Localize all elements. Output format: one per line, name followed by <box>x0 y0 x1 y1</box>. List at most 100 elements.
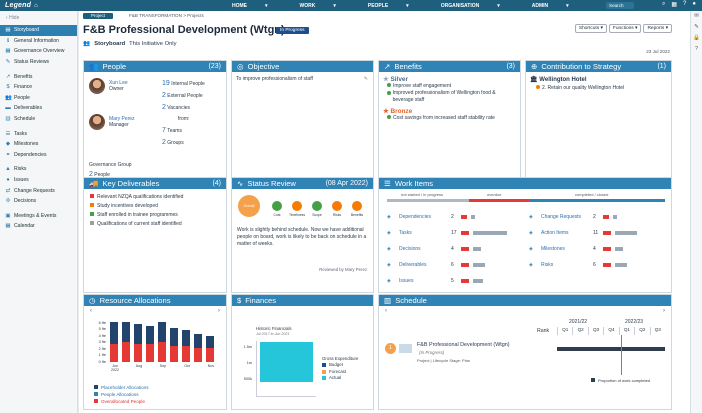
variance-circle[interactable] <box>332 200 342 211</box>
people-header[interactable]: 👥 People (23) <box>84 61 226 72</box>
search-icon[interactable]: ⌕ <box>661 1 666 7</box>
finances-header[interactable]: $ Finances <box>232 295 373 306</box>
shortcuts-button[interactable]: Shortcuts ▾ <box>574 24 607 33</box>
avatar[interactable] <box>89 113 105 130</box>
chevron-right-icon[interactable]: › <box>218 307 220 314</box>
contribution-header[interactable]: ⊕ Contribution to Strategy (1) <box>526 61 671 72</box>
edit-icon[interactable]: ✎ <box>694 24 699 30</box>
chevron-right-icon[interactable]: › <box>663 307 665 314</box>
owner-name-link[interactable]: Xun Lee <box>109 79 128 86</box>
variance-circle[interactable] <box>312 200 322 211</box>
deliverable-item[interactable]: Study incentives developed <box>90 202 222 211</box>
strategy-item[interactable]: 2. Retain our quality Wellington Hotel <box>542 84 625 91</box>
home-icon[interactable]: ⌂ <box>34 2 38 9</box>
benefits-header[interactable]: ↗ Benefits (3) <box>379 61 520 72</box>
sidebar-item-status-reviews[interactable]: ✎ Status Reviews <box>0 57 77 68</box>
stat-label[interactable]: Internal People <box>171 80 205 87</box>
status-review-header[interactable]: ∿ Status Review (08 Apr 2022) <box>232 178 373 189</box>
work-item-row[interactable]: ◈ Deliverables 6 <box>387 257 527 273</box>
resource-bar[interactable] <box>122 321 130 362</box>
nav-work[interactable]: WORK ▾ <box>284 0 352 11</box>
resource-bar[interactable] <box>206 322 214 362</box>
work-item-row[interactable]: ◈ Milestones 4 <box>529 241 669 257</box>
functions-button[interactable]: Functions ▾ <box>608 24 642 33</box>
user-icon[interactable]: ● <box>692 1 696 7</box>
search-input[interactable]: Search <box>606 2 634 9</box>
stat-label[interactable]: Teams <box>167 127 182 134</box>
resource-bar[interactable] <box>146 322 154 362</box>
nav-admin[interactable]: ADMIN ▾ <box>516 0 585 11</box>
work-item-label[interactable]: Action Items <box>541 229 569 236</box>
sidebar-item-dependencies[interactable]: ⚭ Dependencies <box>0 150 77 161</box>
work-item-label[interactable]: Decisions <box>399 245 421 252</box>
resource-bar[interactable] <box>170 322 178 362</box>
work-item-row[interactable]: ◈ Action Items 11 <box>529 225 669 241</box>
benefit-item[interactable]: Improve staff engagement <box>393 82 451 89</box>
avatar[interactable] <box>89 77 105 94</box>
sidebar-item-benefits[interactable]: ↗ Benefits <box>0 71 77 82</box>
chat-icon[interactable]: ✉ <box>694 13 699 19</box>
lock-icon[interactable]: 🔒 <box>693 35 700 41</box>
sidebar-item-people[interactable]: 👥 People <box>0 93 77 104</box>
help-circle-icon[interactable]: ? <box>694 46 699 52</box>
gantt-bar[interactable] <box>557 346 665 351</box>
schedule-item-title[interactable]: F&B Professional Development (Wtgn) <box>417 341 510 348</box>
app-logo[interactable]: Legend <box>5 2 32 9</box>
resource-bar[interactable] <box>182 322 190 362</box>
sidebar-item-risks[interactable]: ▲ Risks <box>0 164 77 175</box>
work-item-row[interactable]: ◈ Tasks 17 <box>387 225 527 241</box>
sidebar-item-change-requests[interactable]: ⇄ Change Requests <box>0 185 77 196</box>
resource-bar[interactable] <box>134 322 142 362</box>
hide-sidebar-button[interactable]: ‹ Hide <box>6 15 20 21</box>
resource-bar[interactable] <box>110 321 118 362</box>
scope-select[interactable]: This Initiative Only <box>129 41 177 47</box>
chevron-left-icon[interactable]: ‹ <box>385 307 387 314</box>
sidebar-item-schedule[interactable]: ▥ Schedule <box>0 114 77 125</box>
work-item-row[interactable]: ◈ Change Requests 2 <box>529 209 669 225</box>
work-item-label[interactable]: Dependencies <box>399 213 431 220</box>
overall-variance-circle[interactable]: Overall Variance <box>238 194 260 230</box>
benefit-item[interactable]: Cost savings from increased staff stabil… <box>393 114 495 121</box>
work-item-row[interactable]: ◈ Issues 5 <box>387 273 527 289</box>
edit-icon[interactable]: ✎ <box>363 75 368 82</box>
stat-label[interactable]: Groups <box>167 139 184 146</box>
manager-name-link[interactable]: Mary Perez <box>109 115 135 122</box>
sidebar-item-finance[interactable]: $ Finance <box>0 82 77 93</box>
benefit-item[interactable]: Improved professionalism of Wellington f… <box>392 89 496 103</box>
sidebar-item-storyboard[interactable]: ▤ Storyboard <box>0 25 77 36</box>
sidebar-item-deliverables[interactable]: ▬ Deliverables <box>0 103 77 114</box>
stat-label[interactable]: External People <box>167 92 203 99</box>
work-item-label[interactable]: Change Requests <box>541 213 582 220</box>
work-item-row[interactable]: ◈ Decisions 4 <box>387 241 527 257</box>
variance-circle[interactable] <box>352 200 362 211</box>
work-items-header[interactable]: ☰ Work Items <box>379 178 671 189</box>
stat-label[interactable]: People <box>94 171 110 178</box>
sidebar-item-calendar[interactable]: ▦ Calendar <box>0 221 77 232</box>
sidebar-item-issues[interactable]: ● Issues <box>0 175 77 186</box>
reports-button[interactable]: Reports ▾ <box>643 24 672 33</box>
variance-circle[interactable] <box>292 200 302 211</box>
objective-header[interactable]: ◎ Objective <box>232 61 373 72</box>
sidebar-item-tasks[interactable]: ☰ Tasks <box>0 128 77 139</box>
work-item-label[interactable]: Risks <box>541 261 554 268</box>
resource-bar[interactable] <box>158 321 166 362</box>
grid-icon[interactable]: ▦ <box>671 2 678 8</box>
sidebar-item-decisions[interactable]: ✣ Decisions <box>0 196 77 207</box>
breadcrumb[interactable]: F&B TRANSFORMATION > Projects <box>129 13 204 18</box>
work-item-label[interactable]: Tasks <box>399 229 412 236</box>
help-icon[interactable]: ? <box>683 1 687 7</box>
sidebar-item-governance-overview[interactable]: ▦ Governance Overview <box>0 46 77 57</box>
schedule-header[interactable]: ▥ Schedule <box>379 295 671 306</box>
work-item-label[interactable]: Deliverables <box>399 261 427 268</box>
chevron-left-icon[interactable]: ‹ <box>90 307 92 314</box>
resources-header[interactable]: ◷ Resource Allocations <box>84 295 226 306</box>
deliverable-item[interactable]: Relevant NZQA qualifications identified <box>90 193 222 202</box>
sidebar-item-milestones[interactable]: ◆ Milestones <box>0 139 77 150</box>
deliverable-item[interactable]: Qualifications of current staff identifi… <box>90 220 222 229</box>
nav-people[interactable]: PEOPLE ▾ <box>352 0 425 11</box>
work-item-row[interactable]: ◈ Dependencies 2 <box>387 209 527 225</box>
nav-organisation[interactable]: ORGANISATION ▾ <box>425 0 516 11</box>
deliverable-item[interactable]: Staff enrolled in trainee programmes <box>90 211 222 220</box>
deliverables-header[interactable]: 🚚 Key Deliverables (4) <box>84 178 226 189</box>
actual-bar[interactable] <box>260 341 313 382</box>
